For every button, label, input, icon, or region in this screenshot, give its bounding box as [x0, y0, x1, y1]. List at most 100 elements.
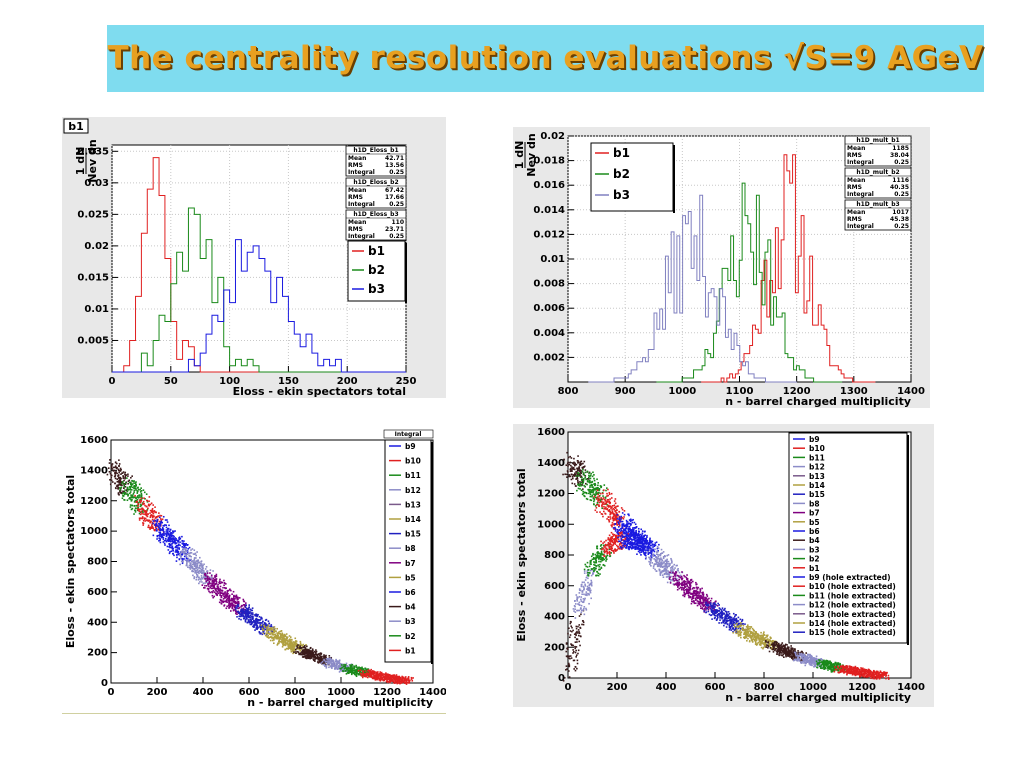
- scatter-point: [142, 519, 145, 522]
- scatter-point: [370, 670, 372, 673]
- scatter-point: [180, 550, 183, 553]
- scatter-point: [162, 515, 165, 518]
- scatter-point: [226, 599, 228, 601]
- scatter-point: [581, 493, 584, 496]
- stats-label: Integral: [847, 223, 874, 230]
- scatter-point: [130, 508, 133, 511]
- scatter-point: [256, 626, 258, 629]
- scatter-point: [199, 567, 202, 570]
- y-tick-label: 200: [87, 648, 108, 659]
- scatter-point: [301, 649, 304, 651]
- scatter-point: [714, 614, 717, 617]
- scatter-point: [328, 666, 330, 669]
- scatter-point: [114, 482, 116, 485]
- scatter-point: [590, 491, 593, 494]
- scatter-point: [232, 609, 235, 612]
- scatter-point: [144, 517, 147, 520]
- scatter-point: [266, 628, 268, 630]
- scatter-point: [569, 475, 572, 478]
- scatter-point: [188, 564, 191, 567]
- scatter-point: [691, 597, 694, 599]
- scatter-point: [152, 510, 154, 513]
- scatter-point: [128, 497, 130, 500]
- scatter-point: [198, 582, 200, 585]
- scatter-point: [196, 574, 199, 576]
- scatter-point: [680, 576, 682, 579]
- scatter-point: [328, 663, 330, 665]
- scatter-point: [285, 633, 288, 635]
- scatter-point: [283, 635, 285, 637]
- scatter-point: [206, 570, 208, 573]
- scatter-point: [587, 492, 590, 495]
- scatter-point: [212, 582, 215, 584]
- scatter-point: [388, 680, 390, 683]
- scatter-cluster: [260, 624, 308, 655]
- scatter-point: [110, 466, 113, 469]
- scatter-point: [686, 581, 688, 583]
- scatter-point: [656, 558, 658, 561]
- scatter-point: [659, 552, 662, 555]
- scatter-point: [582, 481, 585, 484]
- scatter-point: [670, 572, 673, 575]
- scatter-point: [649, 556, 651, 559]
- scatter-point: [142, 524, 144, 526]
- scatter-point: [622, 524, 624, 527]
- scatter-point: [692, 586, 695, 589]
- scatter-point: [608, 510, 610, 512]
- scatter-point: [111, 468, 113, 470]
- scatter-point: [199, 578, 202, 580]
- scatter-point: [205, 579, 207, 582]
- scatter-point: [139, 498, 142, 501]
- scatter-point: [589, 495, 592, 498]
- stats-box-title: h1D_mult_b1: [856, 137, 899, 144]
- scatter-point: [209, 591, 211, 594]
- corner-stats-label: Integral: [395, 431, 422, 438]
- scatter-point: [408, 682, 410, 684]
- scatter-point: [641, 530, 644, 532]
- scatter-point: [290, 648, 292, 651]
- scatter-point: [378, 673, 381, 676]
- scatter-point: [608, 520, 611, 523]
- legend-entry-label: b1: [613, 146, 630, 160]
- scatter-point: [392, 676, 395, 679]
- scatter-point: [659, 558, 661, 561]
- scatter-point: [294, 648, 297, 651]
- scatter-point: [333, 662, 336, 664]
- scatter-point: [680, 578, 683, 580]
- scatter-point: [197, 571, 200, 573]
- scatter-point: [616, 521, 618, 524]
- scatter-point: [331, 667, 333, 670]
- x-axis-title: n - barrel charged multiplicity: [725, 691, 911, 704]
- scatter-point: [319, 654, 321, 657]
- scatter-point: [297, 645, 299, 648]
- scatter-point: [701, 597, 703, 599]
- scatter-point: [717, 602, 719, 605]
- scatter-point: [712, 602, 715, 604]
- legend-frame: [590, 142, 674, 212]
- scatter-point: [650, 560, 652, 562]
- scatter-point: [188, 566, 191, 569]
- scatter-point: [120, 468, 122, 471]
- scatter-point: [701, 607, 704, 609]
- scatter-point: [578, 485, 581, 487]
- scatter-point: [584, 469, 587, 471]
- scatter-point: [288, 644, 290, 647]
- stats-label: Mean: [847, 145, 865, 152]
- scatter-point: [683, 587, 685, 590]
- scatter-point: [262, 626, 264, 628]
- scatter-point: [242, 617, 245, 620]
- scatter-point: [181, 562, 184, 565]
- scatter-point: [649, 541, 652, 543]
- scatter-point: [359, 667, 362, 670]
- scatter-point: [683, 581, 685, 584]
- legend-entry-label: b3: [405, 617, 416, 626]
- scatter-point: [598, 487, 601, 490]
- scatter-cluster: [357, 668, 414, 685]
- scatter-point: [613, 504, 616, 507]
- scatter-point: [109, 472, 112, 475]
- scatter-point: [111, 463, 114, 465]
- scatter-point: [588, 472, 590, 474]
- scatter-point: [673, 568, 675, 571]
- scatter-point: [727, 617, 730, 619]
- scatter-point: [380, 677, 382, 680]
